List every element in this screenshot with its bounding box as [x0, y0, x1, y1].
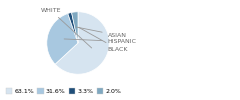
Wedge shape — [72, 12, 78, 43]
Wedge shape — [55, 12, 109, 74]
Wedge shape — [47, 14, 78, 64]
Text: WHITE: WHITE — [40, 8, 92, 48]
Text: HISPANIC: HISPANIC — [64, 39, 137, 44]
Legend: 63.1%, 31.6%, 3.3%, 2.0%: 63.1%, 31.6%, 3.3%, 2.0% — [3, 86, 124, 97]
Wedge shape — [68, 12, 78, 43]
Text: BLACK: BLACK — [79, 27, 128, 52]
Text: ASIAN: ASIAN — [76, 27, 127, 38]
